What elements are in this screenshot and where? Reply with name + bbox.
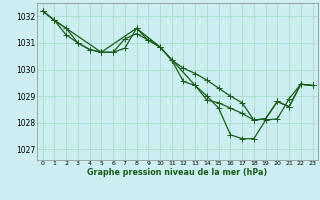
X-axis label: Graphe pression niveau de la mer (hPa): Graphe pression niveau de la mer (hPa) <box>87 168 268 177</box>
